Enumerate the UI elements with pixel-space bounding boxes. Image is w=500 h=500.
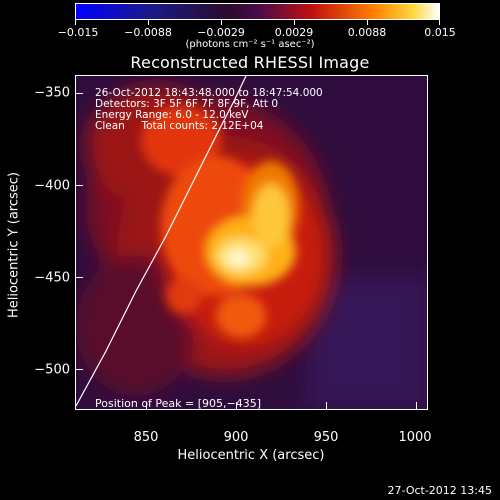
solar-limb-line — [76, 76, 247, 407]
colorbar-label: 0.0029 — [274, 26, 314, 39]
colorbar-label: −0.015 — [57, 26, 99, 39]
time-range-text: 26-Oct-2012 18:43:48.000 to 18:47:54.000 — [95, 87, 323, 99]
x-tick — [146, 402, 147, 410]
y-tick-label: −400 — [34, 178, 70, 194]
detectors-text: Detectors: 3F 5F 6F 7F 8F 9F, Att 0 — [95, 98, 279, 110]
y-tick — [75, 277, 83, 278]
y-tick-label: −500 — [34, 362, 70, 378]
x-tick — [326, 402, 327, 410]
colorbar-label: −0.0088 — [124, 26, 172, 39]
colorbar-tick — [439, 20, 440, 25]
x-tick-label: 1000 — [398, 430, 432, 445]
colorbar-tick — [148, 20, 149, 25]
x-tick-label: 850 — [133, 430, 159, 445]
x-tick — [236, 402, 237, 410]
peak-position-text: Position of Peak = [905,−435] — [95, 397, 262, 410]
colorbar-tick — [75, 20, 76, 25]
colorbar-units: (photons cm⁻² s⁻¹ asec⁻²) — [185, 39, 315, 50]
x-axis-label: Heliocentric X (arcsec) — [177, 448, 325, 463]
colorbar-tick — [367, 20, 368, 25]
y-axis-label: Heliocentric Y (arcsec) — [6, 172, 22, 318]
x-tick-label: 900 — [223, 430, 249, 445]
colorbar — [75, 3, 440, 20]
image-frame — [75, 75, 428, 410]
plot-title: Reconstructed RHESSI Image — [130, 53, 370, 72]
timestamp: 27-Oct-2012 13:45 — [387, 484, 492, 497]
colorbar-label: 0.0088 — [347, 26, 387, 39]
colorbar-tick — [294, 20, 295, 25]
x-tick — [416, 402, 417, 410]
y-tick — [75, 369, 83, 370]
energy-range-text: Energy Range: 6.0 - 12.0 keV — [95, 109, 249, 121]
x-tick-label: 950 — [313, 430, 339, 445]
colorbar-tick — [221, 20, 222, 25]
y-tick-label: −450 — [34, 270, 70, 286]
y-tick — [75, 185, 83, 186]
colorbar-label: 0.015 — [424, 26, 456, 39]
colorbar-label: −0.0029 — [197, 26, 245, 39]
solar-image — [76, 76, 427, 409]
y-tick — [75, 93, 83, 94]
y-tick-label: −350 — [34, 85, 70, 101]
clean-counts-text: Clean Total counts: 2.12E+04 — [95, 120, 264, 132]
